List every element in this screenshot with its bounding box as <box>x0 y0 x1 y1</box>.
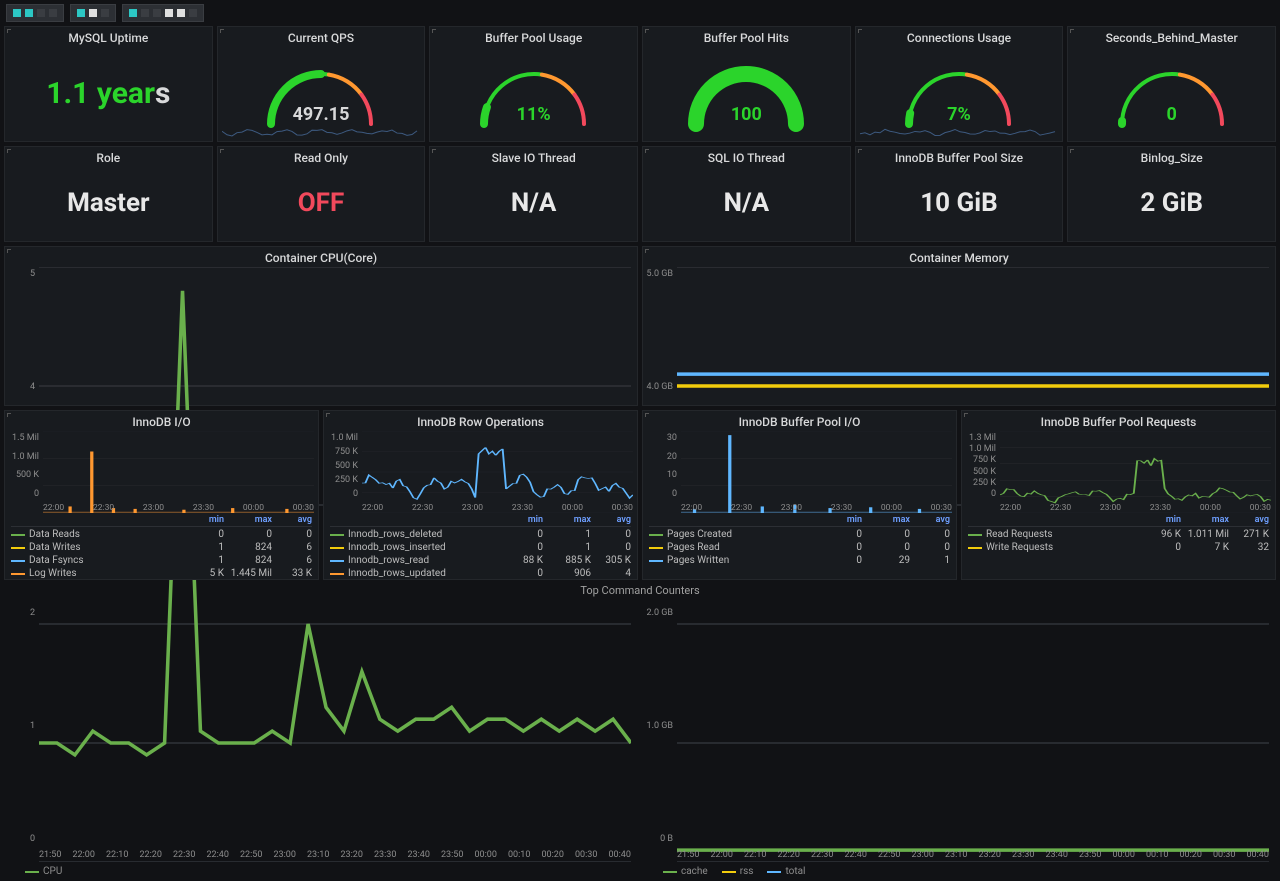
panel-slave-io-thread[interactable]: Slave IO Thread N/A <box>429 146 638 242</box>
y-axis-labels: 1.5 Mil1.0 Mil500 K0 <box>5 429 41 503</box>
chart-container-cpu(core)[interactable]: Container CPU(Core) 543210 21:5022:0022:… <box>4 246 638 406</box>
panel-title: Role <box>5 147 212 165</box>
stat-table: _minmaxavgInnodb_rows_deleted010Innodb_r… <box>324 515 637 584</box>
panel-title: InnoDB Row Operations <box>324 411 637 429</box>
var-selector-2[interactable] <box>70 4 116 22</box>
panel-title: Slave IO Thread <box>430 147 637 165</box>
stat-value: N/A <box>430 165 637 241</box>
panel-connections-usage[interactable]: Connections Usage7% <box>855 26 1064 142</box>
panel-seconds_behind_master[interactable]: Seconds_Behind_Master0 <box>1067 26 1276 142</box>
panel-title: MySQL Uptime <box>5 27 212 45</box>
panel-role[interactable]: Role Master <box>4 146 213 242</box>
stat-value: N/A <box>643 165 850 241</box>
panel-mysql-uptime[interactable]: MySQL Uptime1.1 years <box>4 26 213 142</box>
y-axis-labels: 3020100 <box>643 429 679 503</box>
legend-item[interactable]: rss <box>722 866 754 877</box>
panel-innodb-buffer-pool-size[interactable]: InnoDB Buffer Pool Size 10 GiB <box>855 146 1064 242</box>
table-row[interactable]: Innodb_rows_deleted010 <box>330 528 631 541</box>
legend-item[interactable]: CPU <box>25 866 62 877</box>
legend: cache rss total <box>643 864 1275 881</box>
panel-title: InnoDB Buffer Pool I/O <box>643 411 956 429</box>
stat-table: _minmaxavgRead Requests96 K1.011 Mil271 … <box>962 515 1275 579</box>
y-axis-labels: 1.3 Mil1.0 Mil750 K500 K250 K0 <box>962 429 998 503</box>
panel-current-qps[interactable]: Current QPS497.15 <box>217 26 426 142</box>
panel-title: Binlog_Size <box>1068 147 1275 165</box>
stat-table: _minmaxavgData Reads000Data Writes18246D… <box>5 515 318 584</box>
stat-value: Master <box>5 165 212 241</box>
chart-innodb-i/o[interactable]: InnoDB I/O 1.5 Mil1.0 Mil500 K0 22:0022:… <box>4 410 319 580</box>
panel-buffer-pool-hits[interactable]: Buffer Pool Hits100 <box>642 26 851 142</box>
bigval: 1.1 years <box>5 45 212 141</box>
table-row[interactable]: Innodb_rows_updated09064 <box>330 567 631 580</box>
table-row[interactable]: Data Fsyncs18246 <box>11 554 312 567</box>
stat-value: OFF <box>218 165 425 241</box>
y-axis-labels: 1.0 Mil750 K500 K250 K0 <box>324 429 360 503</box>
gauge: 11% <box>430 45 637 141</box>
row-2: Role MasterRead Only OFFSlave IO Thread … <box>0 146 1280 242</box>
panel-title: InnoDB Buffer Pool Requests <box>962 411 1275 429</box>
panel-buffer-pool-usage[interactable]: Buffer Pool Usage11% <box>429 26 638 142</box>
chart-container-memory[interactable]: Container Memory 5.0 GB4.0 GB3.0 GB2.0 G… <box>642 246 1276 406</box>
panel-title: Current QPS <box>218 27 425 45</box>
row-1: MySQL Uptime1.1 yearsCurrent QPS497.15Bu… <box>0 26 1280 142</box>
panel-title: Container CPU(Core) <box>5 247 637 265</box>
panel-read-only[interactable]: Read Only OFF <box>217 146 426 242</box>
panel-title: InnoDB Buffer Pool Size <box>856 147 1063 165</box>
table-row[interactable]: Innodb_rows_inserted010 <box>330 541 631 554</box>
stat-table: _minmaxavgPages Created000Pages Read000P… <box>643 515 956 579</box>
table-row[interactable]: Pages Written0291 <box>649 554 950 567</box>
panel-title: Container Memory <box>643 247 1275 265</box>
panel-title: Connections Usage <box>856 27 1063 45</box>
chart-innodb-row-operations[interactable]: InnoDB Row Operations 1.0 Mil750 K500 K2… <box>323 410 638 580</box>
panel-title: Buffer Pool Hits <box>643 27 850 45</box>
panel-sql-io-thread[interactable]: SQL IO Thread N/A <box>642 146 851 242</box>
table-row[interactable]: Data Writes18246 <box>11 541 312 554</box>
table-row[interactable]: Write Requests07 K32 <box>968 541 1269 554</box>
chart-body: 1.5 Mil1.0 Mil500 K0 22:0022:3023:0023:3… <box>5 429 318 515</box>
legend-item[interactable]: total <box>767 866 805 877</box>
x-axis-labels: 22:0022:3023:0023:3000:0000:30 <box>1000 503 1271 515</box>
table-row[interactable]: Pages Created000 <box>649 528 950 541</box>
chart-body: 3020100 22:0022:3023:0023:3000:0000:30 <box>643 429 956 515</box>
legend-item[interactable]: cache <box>663 866 708 877</box>
x-axis-labels: 21:5022:0022:1022:2022:3022:4022:5023:00… <box>677 850 1269 864</box>
panel-title: SQL IO Thread <box>643 147 850 165</box>
var-selector-3[interactable] <box>122 4 204 22</box>
gauge: 0 <box>1068 45 1275 141</box>
table-row[interactable]: Innodb_rows_read88 K885 K305 K <box>330 554 631 567</box>
chart-body: 1.3 Mil1.0 Mil750 K500 K250 K0 22:0022:3… <box>962 429 1275 515</box>
chart-innodb-buffer-pool-i/o[interactable]: InnoDB Buffer Pool I/O 3020100 22:0022:3… <box>642 410 957 580</box>
bottom-row: InnoDB I/O 1.5 Mil1.0 Mil500 K0 22:0022:… <box>0 406 1280 580</box>
x-axis-labels: 21:5022:0022:1022:2022:3022:4022:5023:00… <box>39 850 631 864</box>
table-row[interactable]: Pages Read000 <box>649 541 950 554</box>
chart-row: Container CPU(Core) 543210 21:5022:0022:… <box>0 242 1280 406</box>
panel-title: Read Only <box>218 147 425 165</box>
panel-title: Buffer Pool Usage <box>430 27 637 45</box>
x-axis-labels: 22:0022:3023:0023:3000:0000:30 <box>43 503 314 515</box>
panel-title: Seconds_Behind_Master <box>1068 27 1275 45</box>
x-axis-labels: 22:0022:3023:0023:3000:0000:30 <box>362 503 633 515</box>
stat-value: 10 GiB <box>856 165 1063 241</box>
x-axis-labels: 22:0022:3023:0023:3000:0000:30 <box>681 503 952 515</box>
stat-value: 2 GiB <box>1068 165 1275 241</box>
var-selector-1[interactable] <box>6 4 64 22</box>
topbar <box>0 0 1280 26</box>
panel-binlog_size[interactable]: Binlog_Size 2 GiB <box>1067 146 1276 242</box>
table-row[interactable]: Log Writes5 K1.445 Mil33 K <box>11 567 312 580</box>
table-row[interactable]: Read Requests96 K1.011 Mil271 K <box>968 528 1269 541</box>
table-row[interactable]: Data Reads000 <box>11 528 312 541</box>
panel-title: InnoDB I/O <box>5 411 318 429</box>
gauge: 100 <box>643 45 850 141</box>
legend: CPU <box>5 864 637 881</box>
chart-body: 1.0 Mil750 K500 K250 K0 22:0022:3023:002… <box>324 429 637 515</box>
chart-innodb-buffer-pool-requests[interactable]: InnoDB Buffer Pool Requests 1.3 Mil1.0 M… <box>961 410 1276 580</box>
